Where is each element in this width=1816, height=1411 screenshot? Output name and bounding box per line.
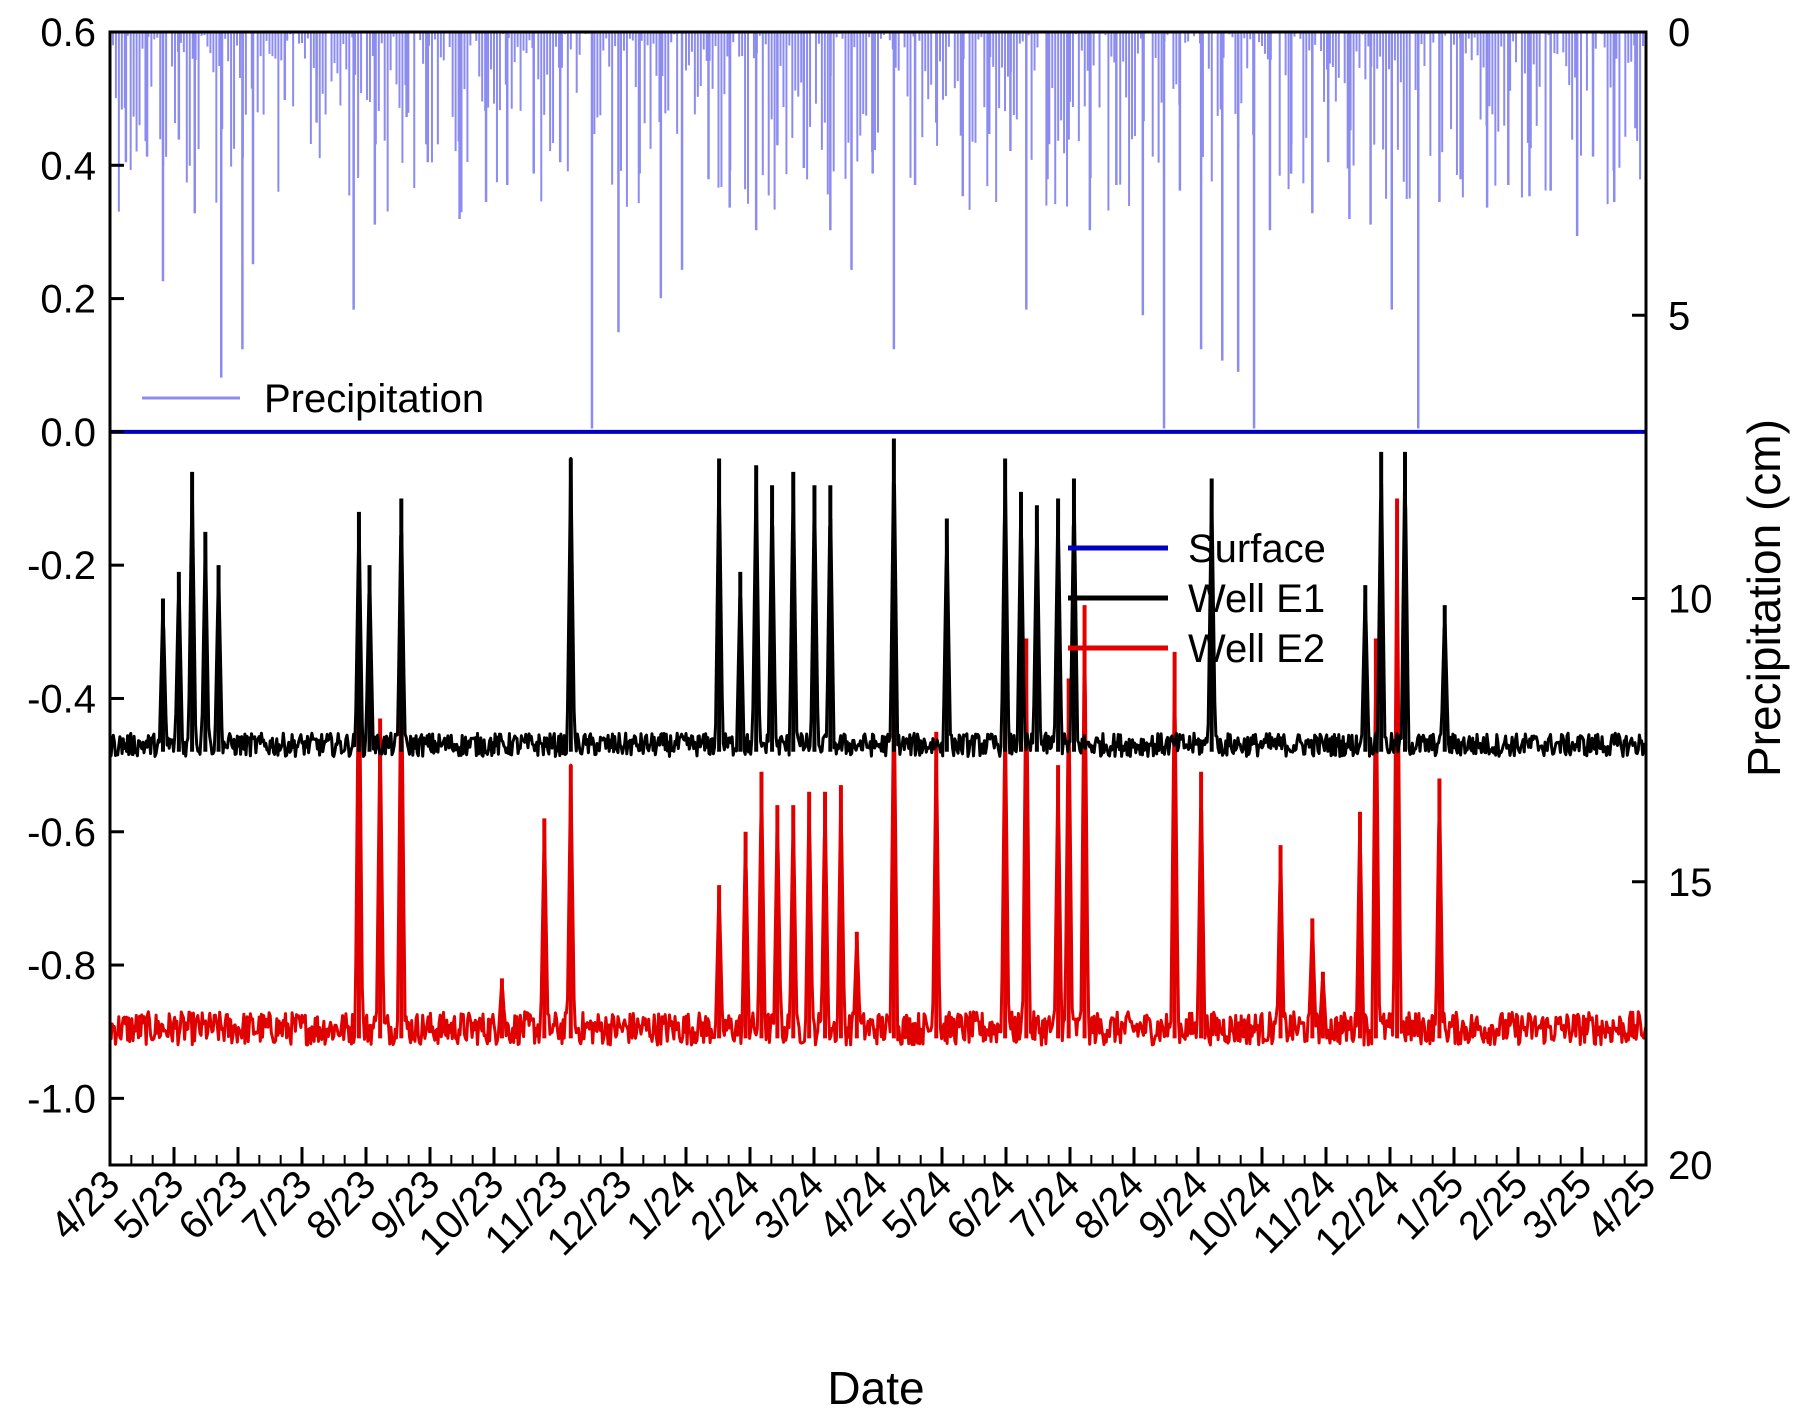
x-tick-label: 4/24 [810, 1162, 896, 1248]
legend-well-e1-label: Well E1 [1188, 577, 1325, 621]
well-e2-series [108, 498, 1648, 1047]
x-tick-label: 6/24 [938, 1162, 1024, 1248]
axis-titles: Date Precipitation (cm) [827, 419, 1790, 1411]
axes: 0.6 0.4 0.2 0.0 -0.2 -0.4 -0.6 -0.8 -1.0 0 5 10 15 20… [27, 11, 1712, 1264]
plot-frame [108, 30, 1648, 1167]
y-left-tick-label: 0.4 [40, 144, 96, 188]
well-e1-series [108, 438, 1648, 758]
x-tick-label: 4/23 [42, 1162, 128, 1248]
y-left-tick-label: -1.0 [27, 1077, 96, 1121]
y-right-tick-label: 10 [1668, 578, 1713, 622]
y-right-tick-label: 5 [1668, 294, 1690, 338]
y-left-tick-label: 0.0 [40, 411, 96, 455]
legend-surface-label: Surface [1188, 527, 1326, 571]
y-right-tick-label: 0 [1668, 11, 1690, 55]
y-right-tick-label: 15 [1668, 861, 1713, 905]
x-tick-label: 7/23 [234, 1162, 320, 1248]
x-axis-title: Date [827, 1362, 924, 1411]
y-left-tick-label: -0.2 [27, 544, 96, 588]
y-left-tick-label: 0.2 [40, 278, 96, 322]
well-e1-line [108, 457, 1648, 758]
x-tick-label: 2/24 [682, 1162, 768, 1248]
legend: Precipitation Surface Well E1 Well E2 [142, 377, 1326, 671]
x-tick-label: 5/24 [874, 1162, 960, 1248]
y-left-tick-label: -0.6 [27, 811, 96, 855]
well-e2-line [108, 513, 1648, 1047]
x-tick-label: 8/23 [298, 1162, 384, 1248]
legend-precipitation-label: Precipitation [264, 377, 484, 421]
y-left-tick-label: -0.4 [27, 677, 96, 721]
precipitation-series [109, 32, 1645, 429]
x-tick-label: 1/25 [1386, 1162, 1472, 1248]
y-left-tick-label: -0.8 [27, 944, 96, 988]
legend-well-e2-label: Well E2 [1188, 627, 1325, 671]
x-tick-label: 5/23 [106, 1162, 192, 1248]
x-tick-label: 3/24 [746, 1162, 832, 1248]
x-tick-label: 4/25 [1578, 1162, 1664, 1248]
y-right-tick-label: 20 [1668, 1144, 1713, 1188]
x-tick-label: 7/24 [1002, 1162, 1088, 1248]
x-tick-label: 2/25 [1450, 1162, 1536, 1248]
x-tick-label: 3/25 [1514, 1162, 1600, 1248]
x-tick-label: 6/23 [170, 1162, 256, 1248]
x-tick-label: 8/24 [1066, 1162, 1152, 1248]
x-tick-label: 1/24 [618, 1162, 704, 1248]
y-left-tick-label: 0.6 [40, 11, 96, 55]
y-axis-right-title: Precipitation (cm) [1738, 419, 1790, 777]
